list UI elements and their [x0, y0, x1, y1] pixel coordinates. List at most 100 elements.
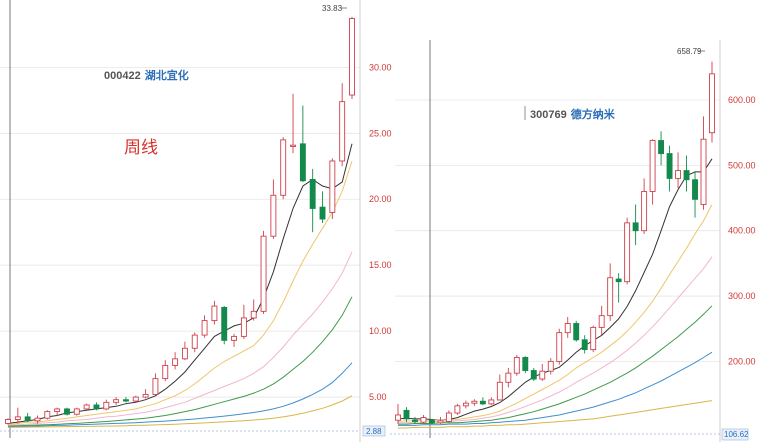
candle-body	[319, 206, 326, 220]
candle-down	[93, 402, 100, 411]
candle-up	[191, 332, 198, 353]
price-tick-label: 20.00	[369, 194, 392, 204]
candle-down	[24, 412, 31, 423]
candle-up	[539, 364, 546, 381]
price-tick-label: 5.00	[369, 392, 387, 402]
candle-up	[83, 403, 90, 411]
candle-body	[496, 381, 503, 401]
candle-body	[649, 140, 656, 192]
period-label: 周线	[124, 138, 158, 157]
candle-body	[658, 140, 665, 155]
candle-body	[395, 414, 401, 421]
candle-up	[339, 83, 346, 167]
price-axis-left: 5.00 10.00 15.00 20.00 25.00 30.00	[369, 62, 392, 402]
candle-body	[666, 153, 673, 179]
candle-down	[309, 168, 316, 233]
candle-up	[181, 341, 188, 361]
moving-average-line	[398, 305, 713, 425]
candle-up	[290, 93, 296, 154]
candle-body	[103, 401, 110, 410]
candle-up	[162, 360, 169, 382]
stock-title-left: 000422 湖北宜化	[104, 68, 189, 82]
candle-body	[539, 370, 546, 380]
moving-average-line	[7, 143, 353, 424]
candle-down	[299, 105, 306, 183]
candle-up	[420, 414, 427, 424]
candle-up	[280, 137, 287, 200]
candles-left	[5, 16, 355, 425]
candle-body	[142, 393, 149, 398]
candle-body	[181, 347, 188, 360]
candle-up	[547, 358, 554, 375]
candle-body	[24, 416, 31, 422]
candle-up	[240, 304, 247, 340]
candle-down	[632, 204, 639, 246]
candle-body	[221, 306, 228, 341]
candle-up	[132, 395, 139, 403]
moving-average-line	[398, 400, 713, 429]
candle-up	[73, 407, 80, 416]
candle-body	[83, 404, 90, 410]
candle-body	[54, 408, 61, 413]
candle-up	[395, 403, 401, 425]
candle-down	[666, 145, 673, 192]
candle-body	[590, 326, 597, 351]
stock-title-right: 300769 德方纳米	[530, 107, 616, 121]
candle-body	[172, 358, 179, 366]
grid-left	[0, 66, 360, 398]
candle-up	[231, 333, 238, 347]
candle-up	[250, 299, 257, 321]
candle-up	[624, 217, 631, 285]
chart-panel-left: 5.00 10.00 15.00 20.00 25.00 30.00 33.83 0004…	[0, 0, 392, 442]
candle-up	[103, 399, 110, 411]
candle-down	[122, 397, 129, 403]
candle-body	[675, 170, 682, 179]
candle-body	[556, 332, 563, 362]
base-price-label-left: 2.88	[366, 427, 382, 436]
candle-up	[598, 305, 605, 336]
moving-average-line	[7, 395, 353, 428]
candle-body	[445, 412, 452, 422]
candle-body	[581, 339, 588, 351]
candle-body	[607, 277, 614, 317]
candle-body	[683, 170, 690, 181]
candle-body	[700, 138, 707, 206]
candle-body	[162, 364, 169, 380]
candle-body	[44, 411, 51, 419]
candle-up	[700, 116, 707, 210]
candle-body	[709, 73, 715, 134]
candle-down	[573, 320, 580, 342]
candle-body	[454, 405, 461, 414]
candle-down	[658, 131, 665, 166]
candle-down	[319, 191, 326, 223]
candle-down	[412, 416, 418, 425]
candle-body	[270, 194, 277, 237]
candle-up	[113, 397, 120, 405]
candle-down	[403, 407, 410, 423]
candle-body	[615, 278, 622, 283]
candle-body	[5, 419, 11, 424]
candle-body	[73, 408, 80, 415]
candle-down	[221, 306, 228, 345]
candle-body	[339, 101, 346, 162]
candle-up	[564, 316, 571, 338]
peak-label-right: 658.79	[677, 47, 702, 56]
candle-body	[573, 323, 580, 341]
candle-body	[522, 357, 529, 371]
base-price-label-right: 106.62	[724, 430, 749, 439]
candle-body	[513, 357, 520, 374]
moving-average-line	[7, 296, 353, 427]
price-tick-label: 10.00	[369, 326, 392, 336]
candle-body	[329, 160, 336, 213]
candle-down	[615, 273, 622, 303]
candle-body	[240, 317, 247, 337]
candle-up	[505, 367, 512, 388]
candle-up	[462, 400, 469, 409]
candle-body	[403, 409, 410, 420]
candle-up	[454, 403, 461, 415]
candle-body	[428, 419, 435, 424]
peak-label-left: 33.83	[322, 4, 343, 13]
candle-body	[299, 143, 306, 182]
candle-body	[505, 372, 512, 383]
